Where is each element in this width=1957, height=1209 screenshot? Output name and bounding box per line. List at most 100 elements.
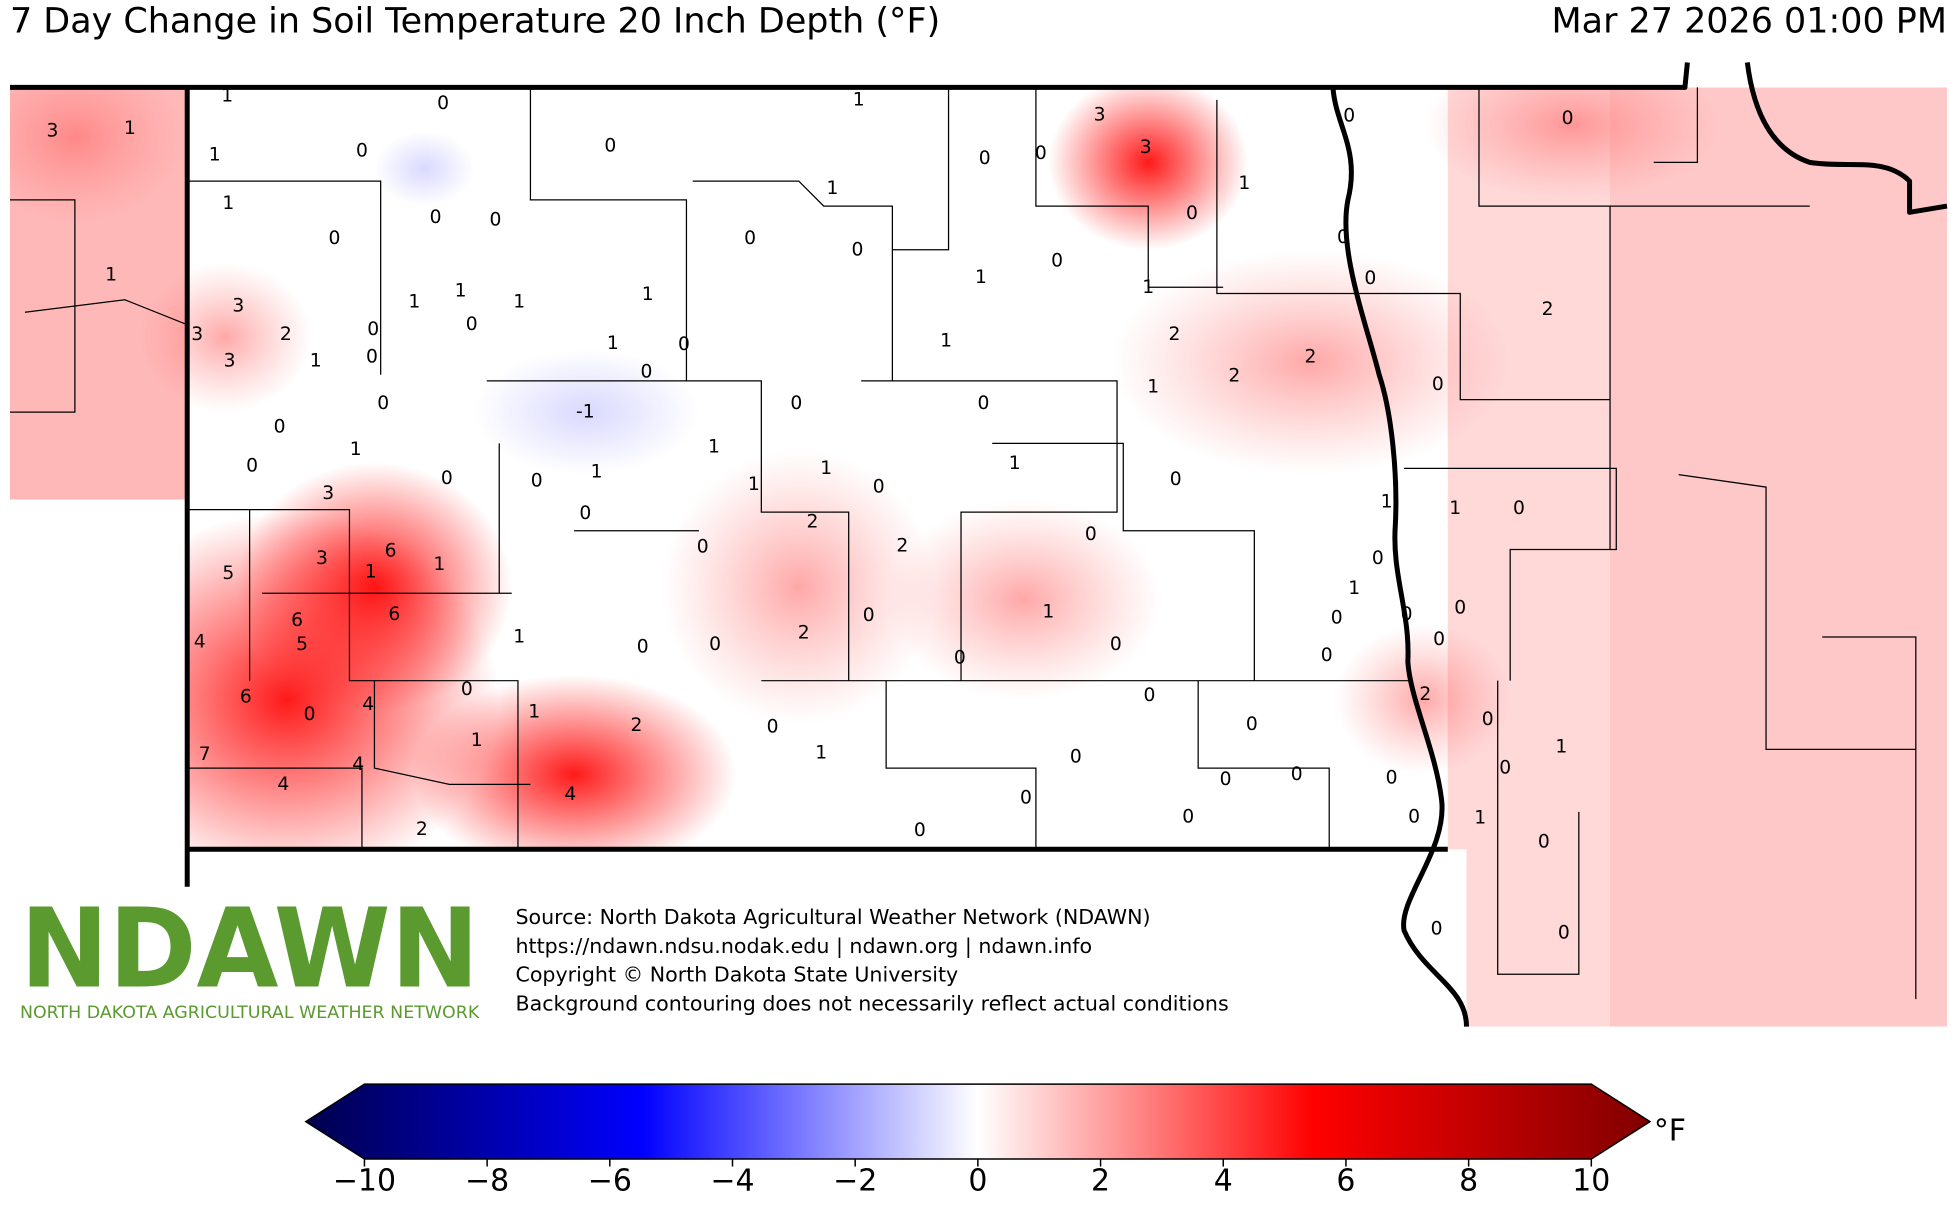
- station-value: 2: [798, 623, 810, 644]
- station-value: 0: [744, 228, 756, 249]
- station-value: 7: [199, 744, 211, 765]
- station-value: 2: [807, 512, 819, 533]
- station-value: 2: [1168, 324, 1180, 345]
- station-value: 0: [531, 470, 543, 491]
- station-value: 0: [441, 468, 453, 489]
- county-lines: [9, 87, 1917, 1000]
- station-value: 0: [1499, 758, 1511, 779]
- station-value: 1: [975, 267, 987, 288]
- station-value: 0: [1035, 143, 1047, 164]
- station-value: 0: [637, 636, 649, 657]
- station-value: 0: [873, 477, 885, 498]
- colorbar-tick-label: −4: [710, 1164, 754, 1199]
- colorbar-tick-label: 0: [968, 1164, 987, 1199]
- colorbar-tick-label: 8: [1459, 1164, 1478, 1199]
- station-value: 0: [579, 503, 591, 524]
- station-value: 1: [1381, 492, 1393, 513]
- station-value: 1: [221, 86, 233, 107]
- station-value: 1: [1009, 453, 1021, 474]
- station-value: 4: [352, 754, 364, 775]
- source-line: Background contouring does not necessari…: [515, 991, 1228, 1015]
- station-value: 2: [1228, 365, 1240, 386]
- station-value: 0: [246, 455, 258, 476]
- station-value: 0: [678, 334, 690, 355]
- station-value: 4: [564, 784, 576, 805]
- station-value: 0: [954, 648, 966, 669]
- colorbar-tick-label: −2: [833, 1164, 877, 1199]
- station-value: 0: [466, 314, 478, 335]
- colorbar-tick-label: −10: [333, 1164, 396, 1199]
- station-value: 0: [1321, 645, 1333, 666]
- state-borders: [9, 62, 1948, 1027]
- station-value: 0: [790, 393, 802, 414]
- logo-name: NDAWN: [20, 885, 479, 1013]
- station-value: 0: [767, 716, 779, 737]
- station-value: 0: [1220, 769, 1232, 790]
- station-value: 1: [708, 437, 720, 458]
- station-value: 0: [1182, 806, 1194, 827]
- station-value: 0: [1070, 746, 1082, 767]
- station-value: 1: [1142, 277, 1154, 298]
- station-value: 2: [896, 535, 908, 556]
- station-value: 1: [815, 743, 827, 764]
- station-value: 2: [1542, 299, 1554, 320]
- station-value: 1: [1555, 736, 1567, 757]
- colorbar-gradient: [304, 1083, 1652, 1160]
- station-value: 1: [642, 284, 654, 305]
- station-value: 1: [513, 626, 525, 647]
- timestamp: Mar 27 2026 01:00 PM: [1552, 1, 1947, 41]
- station-value: 2: [416, 819, 428, 840]
- station-value: 0: [490, 209, 502, 230]
- station-value: 1: [1147, 377, 1159, 398]
- station-value: 1: [222, 193, 234, 214]
- station-value: 1: [1449, 498, 1461, 519]
- station-value: 3: [1140, 137, 1152, 158]
- station-value: 4: [277, 774, 289, 795]
- station-value: 1: [408, 292, 420, 313]
- station-value: 3: [232, 295, 244, 316]
- station-value: 2: [631, 715, 643, 736]
- station-value: 1: [1474, 808, 1486, 829]
- station-value: 0: [1408, 806, 1420, 827]
- source-text: Source: North Dakota Agricultural Weathe…: [515, 905, 1228, 1015]
- station-value: 0: [329, 228, 341, 249]
- station-value: 1: [433, 554, 445, 575]
- station-value: 3: [224, 350, 236, 371]
- station-value: 0: [304, 704, 316, 725]
- station-value: 1: [1348, 578, 1360, 599]
- station-value: 1: [209, 144, 221, 165]
- station-value: 0: [1372, 548, 1384, 569]
- station-value: 1: [1042, 601, 1054, 622]
- station-value: 1: [365, 562, 377, 583]
- station-value: 1: [940, 330, 952, 351]
- station-value: 1: [105, 264, 117, 285]
- station-value: 0: [1433, 629, 1445, 650]
- station-value: 5: [222, 563, 234, 584]
- colorbar-tick-label: 2: [1091, 1164, 1110, 1199]
- station-value: 0: [1020, 788, 1032, 809]
- station-value: 1: [124, 118, 136, 139]
- colorbar-unit: °F: [1654, 1114, 1686, 1149]
- station-value: 0: [604, 136, 616, 157]
- station-value: 1: [471, 730, 483, 751]
- station-value: 0: [1144, 685, 1156, 706]
- station-value: 6: [385, 540, 397, 561]
- station-value: 6: [291, 610, 303, 631]
- station-value: 1: [513, 292, 525, 313]
- station-value: 0: [1538, 831, 1550, 852]
- station-value: 1: [528, 701, 540, 722]
- station-value: 0: [1186, 203, 1198, 224]
- station-value: 1: [310, 350, 322, 371]
- station-value: 0: [1337, 227, 1349, 248]
- station-value: 3: [316, 548, 328, 569]
- station-value: 0: [1431, 919, 1443, 940]
- source-line: https://ndawn.ndsu.nodak.edu | ndawn.org…: [515, 934, 1092, 959]
- colorbar-tick-label: 10: [1572, 1164, 1610, 1199]
- station-value: 0: [709, 634, 721, 655]
- station-value: 0: [1454, 598, 1466, 619]
- station-value: 0: [356, 141, 368, 162]
- station-value: 1: [607, 333, 619, 354]
- station-value: 0: [697, 537, 709, 558]
